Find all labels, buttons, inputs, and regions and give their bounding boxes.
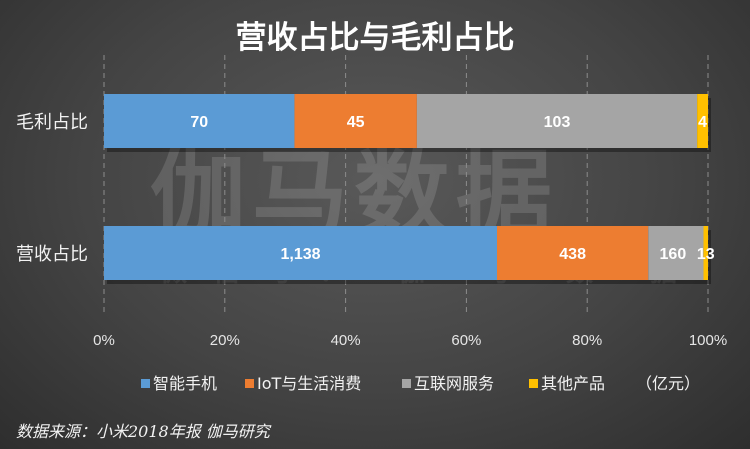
legend-swatch [529,379,538,388]
legend-swatch [245,379,254,388]
bar-segment [104,226,497,280]
data-label: 13 [697,246,715,263]
bar-segment [648,226,704,280]
x-tick-label: 60% [451,332,481,349]
legend-label: IoT与生活消费 [257,374,361,393]
legend-label: 互联网服务 [414,374,494,393]
bar-segment [416,94,698,148]
legend: 智能手机 IoT与生活消费 互联网服务 其他产品 （亿元） [141,374,700,393]
chart-title: 营收占比与毛利占比 [236,20,515,56]
data-label: 45 [347,114,365,131]
x-tick-label: 100% [689,332,727,349]
gridlines [103,55,709,312]
data-label: 4 [698,114,707,131]
x-tick-label: 20% [210,332,240,349]
data-label: 1,138 [280,246,320,263]
x-tick-label: 0% [93,332,115,349]
source-note: 数据来源：小米2018年报 伽马研究 [16,422,272,441]
data-label: 438 [559,246,586,263]
unit-label: （亿元） [636,374,700,393]
bar-segment [294,94,417,148]
data-label: 160 [660,246,687,263]
x-tick-label: 80% [572,332,602,349]
x-tick-label: 40% [331,332,361,349]
data-label: 103 [544,114,571,131]
legend-label: 智能手机 [153,374,217,393]
category-label: 毛利占比 [16,112,88,133]
bar-segment [104,94,295,148]
bars: 70 45 103 4 1,138 438 160 13 [104,94,715,284]
legend-label: 其他产品 [541,374,605,393]
bar-segment [703,226,708,280]
x-axis-ticks: 0% 20% 40% 60% 80% 100% [93,332,727,349]
legend-swatch [141,379,150,388]
bar-segment [496,226,649,280]
category-label: 营收占比 [16,244,88,265]
data-label: 70 [190,114,208,131]
legend-swatch [402,379,411,388]
bar-segment [697,94,708,148]
